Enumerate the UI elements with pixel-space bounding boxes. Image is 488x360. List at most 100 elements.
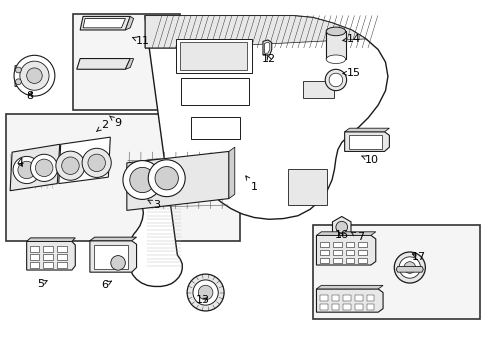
Ellipse shape <box>13 156 40 184</box>
Bar <box>332 242 341 247</box>
Polygon shape <box>27 242 75 270</box>
Text: 4: 4 <box>16 158 23 168</box>
Bar <box>331 295 339 301</box>
Bar <box>358 249 366 255</box>
Polygon shape <box>316 232 375 235</box>
Text: 3: 3 <box>148 200 160 210</box>
Ellipse shape <box>325 27 345 36</box>
Bar <box>43 247 53 252</box>
Polygon shape <box>27 238 75 242</box>
Ellipse shape <box>16 67 21 73</box>
Ellipse shape <box>193 280 218 305</box>
Bar <box>354 295 362 301</box>
Polygon shape <box>83 18 125 28</box>
Bar <box>320 249 328 255</box>
Bar <box>320 257 328 263</box>
Bar <box>366 304 373 310</box>
Polygon shape <box>15 66 30 86</box>
Bar <box>343 295 350 301</box>
Text: 12: 12 <box>261 54 275 64</box>
Bar <box>358 242 366 247</box>
Bar <box>287 169 326 205</box>
Bar <box>366 295 373 301</box>
Bar <box>325 31 345 59</box>
Ellipse shape <box>16 79 21 85</box>
Bar <box>57 262 66 267</box>
Polygon shape <box>316 285 382 289</box>
Polygon shape <box>316 289 382 312</box>
Bar <box>181 78 249 105</box>
Polygon shape <box>125 59 133 69</box>
Polygon shape <box>59 137 110 184</box>
Bar <box>94 245 127 269</box>
Bar <box>332 249 341 255</box>
Polygon shape <box>126 152 228 210</box>
Ellipse shape <box>403 262 415 273</box>
Ellipse shape <box>82 148 111 177</box>
Polygon shape <box>144 16 366 48</box>
Bar <box>319 304 327 310</box>
Ellipse shape <box>30 154 58 181</box>
Text: 11: 11 <box>132 36 149 46</box>
Polygon shape <box>90 241 136 272</box>
Polygon shape <box>264 42 269 53</box>
Polygon shape <box>80 17 130 30</box>
Polygon shape <box>263 40 271 55</box>
Bar <box>354 304 362 310</box>
Text: 9: 9 <box>109 116 122 128</box>
Text: 8: 8 <box>26 91 33 101</box>
Polygon shape <box>344 132 388 152</box>
Bar <box>30 254 39 260</box>
Text: 15: 15 <box>342 68 360 78</box>
Bar <box>57 254 66 260</box>
Ellipse shape <box>187 274 224 311</box>
Text: 17: 17 <box>411 252 425 262</box>
Polygon shape <box>90 237 136 241</box>
Bar <box>191 117 239 139</box>
Text: 5: 5 <box>37 279 47 289</box>
Bar <box>180 42 247 70</box>
Text: 13: 13 <box>196 296 210 305</box>
Bar <box>302 81 334 98</box>
Text: 10: 10 <box>361 156 378 165</box>
Text: 16: 16 <box>334 230 348 240</box>
Polygon shape <box>316 235 375 265</box>
Ellipse shape <box>18 161 35 179</box>
Polygon shape <box>128 16 387 287</box>
Polygon shape <box>125 17 133 30</box>
Ellipse shape <box>14 55 55 96</box>
Ellipse shape <box>328 73 342 87</box>
Bar <box>320 242 328 247</box>
Bar <box>358 257 366 263</box>
Ellipse shape <box>335 221 347 233</box>
Bar <box>312 225 479 319</box>
Bar <box>319 295 327 301</box>
Ellipse shape <box>61 157 79 175</box>
Polygon shape <box>344 128 388 132</box>
Bar <box>43 262 53 267</box>
Bar <box>345 249 354 255</box>
Ellipse shape <box>56 151 85 180</box>
Ellipse shape <box>129 167 155 193</box>
Ellipse shape <box>35 159 53 177</box>
Bar <box>345 242 354 247</box>
Bar <box>57 247 66 252</box>
Bar <box>345 257 354 263</box>
Text: 1: 1 <box>245 176 257 192</box>
Ellipse shape <box>325 69 346 91</box>
Bar <box>30 262 39 267</box>
Ellipse shape <box>88 154 105 172</box>
Ellipse shape <box>20 61 49 90</box>
Bar <box>343 304 350 310</box>
Bar <box>332 257 341 263</box>
Bar <box>73 14 180 111</box>
Text: 2: 2 <box>96 120 108 131</box>
Polygon shape <box>228 147 234 199</box>
Bar <box>331 304 339 310</box>
Bar <box>176 39 251 73</box>
Text: 7: 7 <box>350 232 363 242</box>
Polygon shape <box>395 266 423 272</box>
Ellipse shape <box>325 55 345 64</box>
Bar <box>30 247 39 252</box>
Ellipse shape <box>398 257 420 278</box>
